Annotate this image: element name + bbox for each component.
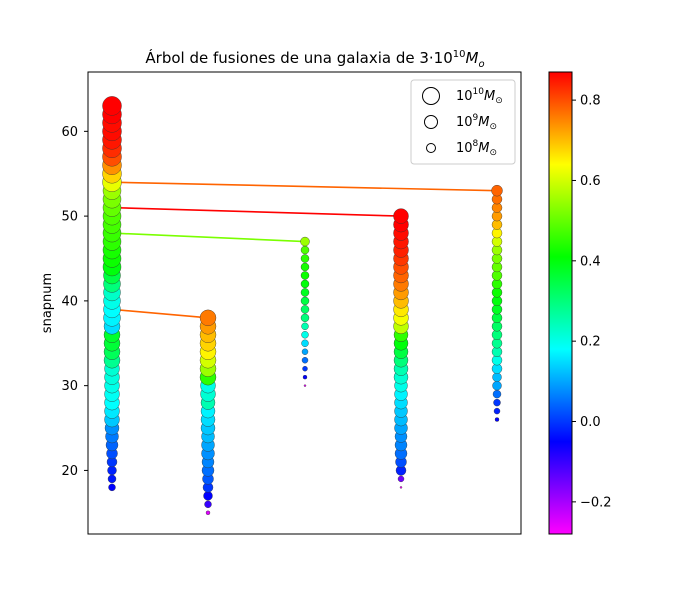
halo-point: [107, 465, 117, 476]
title-subscript: o: [478, 59, 484, 70]
svg-text:1010M⊙: 1010M⊙: [456, 87, 503, 106]
halo-point: [107, 474, 117, 484]
legend-marker-medium: [424, 115, 438, 129]
halo-point: [491, 184, 503, 197]
halo-point: [300, 271, 310, 280]
halo-point: [300, 279, 310, 289]
halo-point: [492, 380, 502, 391]
colorbar-tick-label: 0.0: [580, 415, 601, 430]
legend-marker-small: [426, 143, 436, 153]
legend-entry-1e10: 1010M⊙: [422, 87, 503, 106]
y-tick-label: 20: [61, 464, 78, 479]
halo-point: [300, 296, 310, 306]
colorbar-tick-label: −0.2: [580, 495, 612, 510]
y-tick-label: 30: [61, 379, 78, 394]
svg-text:109M⊙: 109M⊙: [456, 113, 497, 132]
merger-line: [111, 308, 209, 319]
halo-point: [399, 486, 403, 489]
halo-point: [301, 322, 309, 331]
y-tick-label: 50: [61, 210, 78, 225]
halo-point: [300, 313, 310, 323]
halo-point: [393, 208, 409, 224]
colorbar-tick-label: 0.2: [580, 335, 601, 350]
halo-point: [204, 500, 212, 509]
halo-point: [492, 389, 502, 399]
halo-point: [302, 374, 308, 380]
colorbar-ticks: −0.2 0.0 0.2 0.4 0.6 0.8: [572, 94, 612, 510]
y-tick-label: 60: [61, 125, 78, 140]
halo-point: [300, 254, 310, 263]
legend: 1010M⊙ 109M⊙ 108M⊙: [410, 79, 516, 165]
chart-title: Árbol de fusiones de una galaxia de 3·10…: [145, 48, 484, 70]
data-points: [102, 96, 503, 516]
colorbar-gradient: [548, 71, 573, 535]
halo-point: [303, 384, 307, 387]
halo-point: [300, 236, 310, 247]
halo-point: [493, 398, 501, 407]
svg-text:108M⊙: 108M⊙: [456, 139, 497, 158]
title-unit: M: [466, 49, 479, 67]
halo-point: [301, 357, 309, 364]
colorbar: −0.2 0.0 0.2 0.4 0.6 0.8: [548, 71, 612, 535]
y-tick-label: 40: [61, 294, 78, 309]
halo-point: [397, 475, 405, 483]
legend-entry-1e9: 109M⊙: [424, 113, 497, 132]
halo-point: [492, 372, 502, 382]
title-text: Árbol de fusiones de una galaxia de 3·10: [145, 48, 452, 67]
halo-point: [108, 483, 116, 492]
halo-point: [301, 339, 309, 347]
halo-point: [300, 245, 310, 255]
halo-point: [302, 365, 308, 372]
merger-line: [111, 232, 306, 243]
halo-point: [300, 305, 310, 314]
halo-point: [493, 407, 501, 415]
svg-text:Árbol de fusiones de una galax: Árbol de fusiones de una galaxia de 3·10…: [145, 48, 484, 70]
merger-lines: [111, 181, 498, 319]
y-axis-label: snapnum: [40, 273, 55, 333]
colorbar-tick-label: 0.8: [580, 94, 601, 109]
colorbar-tick-label: 0.6: [580, 174, 601, 189]
legend-marker-large: [422, 87, 440, 105]
legend-box: [410, 79, 516, 165]
halo-point: [203, 491, 213, 501]
halo-point: [300, 262, 310, 272]
colorbar-tick-label: 0.4: [580, 254, 601, 269]
halo-point: [301, 348, 309, 355]
halo-point: [300, 288, 310, 297]
title-exponent: 10: [453, 49, 466, 60]
y-axis: 20 30 40 50 60: [61, 125, 88, 479]
halo-point: [199, 309, 217, 327]
legend-entry-1e8: 108M⊙: [426, 139, 497, 158]
halo-point: [205, 510, 211, 516]
halo-point: [301, 331, 309, 339]
halo-point: [102, 96, 122, 116]
halo-point: [494, 417, 500, 422]
merger-line: [111, 206, 402, 217]
merger-line: [111, 181, 498, 192]
